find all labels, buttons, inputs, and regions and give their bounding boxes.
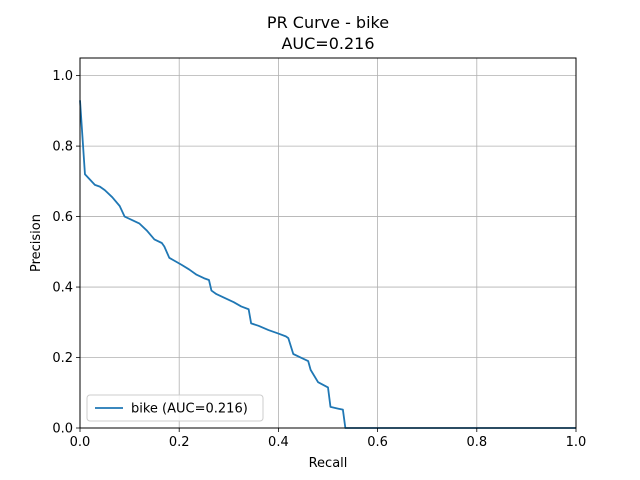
- x-tick-label: 1.0: [566, 435, 587, 450]
- tick-layer: 0.0 0.2 0.4 0.6 0.8 1.0 0.0 0.2 0.4 0.6 0.8 1.0: [52, 69, 586, 450]
- chart-subtitle: AUC=0.216: [281, 34, 374, 53]
- pr-curve-line: [79, 100, 576, 429]
- legend-label: bike (AUC=0.216): [131, 402, 248, 417]
- x-tick-label: 0.0: [70, 435, 91, 450]
- legend-box: [86, 394, 264, 422]
- y-tick-label: 0.6: [52, 210, 73, 225]
- grid-layer: [79, 58, 577, 429]
- y-tick-label: 0.8: [52, 140, 73, 155]
- x-tick-label: 0.2: [169, 435, 190, 450]
- y-tick-label: 0.2: [52, 351, 73, 366]
- legend: bike (AUC=0.216): [86, 394, 264, 422]
- plot-frame: [79, 57, 577, 429]
- chart-title: PR Curve - bike: [267, 13, 389, 32]
- y-axis-label: Precision: [29, 214, 44, 272]
- y-tick-label: 0.0: [52, 422, 73, 437]
- y-tick-label: 0.4: [52, 281, 73, 296]
- x-tick-label: 0.4: [268, 435, 289, 450]
- x-tick-label: 0.6: [367, 435, 388, 450]
- x-axis-label: Recall: [309, 456, 348, 471]
- y-tick-label: 1.0: [52, 69, 73, 84]
- series-layer: [79, 100, 576, 429]
- x-tick-label: 0.8: [466, 435, 487, 450]
